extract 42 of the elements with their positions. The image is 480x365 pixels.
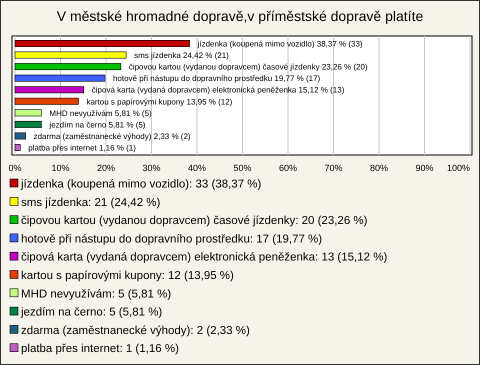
chart-title: V městské hromadné dopravě,v příměstské dopravě platíte bbox=[56, 8, 424, 24]
text: zdarma (zaměstnanecké výhody): 2 (2,33 %) bbox=[21, 324, 250, 337]
x-tick-label: 10% bbox=[51, 163, 70, 173]
category-label: jízdenka (koupená mimo vozidlo) 38,37 % (33) bbox=[198, 39, 363, 48]
bar bbox=[14, 52, 126, 59]
bar bbox=[14, 63, 122, 70]
bar bbox=[14, 144, 21, 151]
bar bbox=[14, 98, 79, 105]
category-label: sms jízdenka 24,42 % (21) bbox=[134, 51, 229, 60]
text: platba přes internet: 1 (1,16 %) bbox=[21, 343, 180, 356]
x-tick-label: 60% bbox=[278, 163, 298, 173]
category-label: platba přes internet 1,16 % (1) bbox=[28, 144, 136, 153]
bar bbox=[14, 86, 84, 94]
x-tick-label: 100% bbox=[446, 163, 470, 173]
text: čipová karta (vydaná dopravcem) elektronická peněženka: 13 (15,12 %) bbox=[21, 252, 388, 264]
x-tick-label: 70% bbox=[324, 163, 343, 173]
category-label: čipovou kartou (vydanou dopravcem) časové jízdenky 23,26 % (20) bbox=[128, 62, 368, 72]
x-tick-label: 20% bbox=[96, 163, 116, 173]
x-tick-label: 30% bbox=[142, 163, 161, 173]
text: kartou s papírovými kupony: 12 (13,95 %) bbox=[21, 270, 234, 282]
x-tick-label: 90% bbox=[415, 163, 434, 173]
bar bbox=[14, 132, 26, 140]
category-label: zdarma (zaměstnanecké výhody) 2,33 % (2) bbox=[34, 132, 191, 141]
text: jízdenka (koupená mimo vozidlo): 33 (38,37 %) bbox=[20, 178, 262, 190]
x-tick-label: 80% bbox=[370, 163, 388, 173]
category-label: MHD nevyužívám 5,81 % (5) bbox=[49, 108, 152, 118]
category-label: kartou s papírovými kupony 13,95 % (12) bbox=[86, 97, 232, 106]
x-tick-label: 40% bbox=[188, 163, 206, 173]
bar bbox=[14, 40, 190, 47]
text: MHD nevyužívám: 5 (5,81 %) bbox=[21, 288, 172, 300]
x-tick-label: 50% bbox=[233, 163, 252, 173]
text: hotově při nástupu do dopravního prostředku: 17 (19,77 %) bbox=[21, 233, 322, 246]
category-label: jezdím na černo 5,81 % (5) bbox=[49, 120, 146, 130]
bar bbox=[14, 120, 42, 128]
text: čipovou kartou (vydanou dopravcem) časové jízdenky: 20 (23,26 %) bbox=[21, 215, 368, 228]
category-label: hotově při nástupu do dopravního prostředku 19,77 % (17) bbox=[112, 74, 320, 84]
bar bbox=[14, 109, 42, 116]
x-tick-label: 0% bbox=[8, 163, 22, 173]
category-label: čipová karta (vydaná dopravcem) elektronická peněženka 15,12 % (13) bbox=[92, 86, 344, 95]
text: jezdím na černo: 5 (5,81 %) bbox=[20, 306, 162, 319]
text: sms jízdenka: 21 (24,42 %) bbox=[21, 196, 161, 209]
bar bbox=[14, 74, 106, 82]
